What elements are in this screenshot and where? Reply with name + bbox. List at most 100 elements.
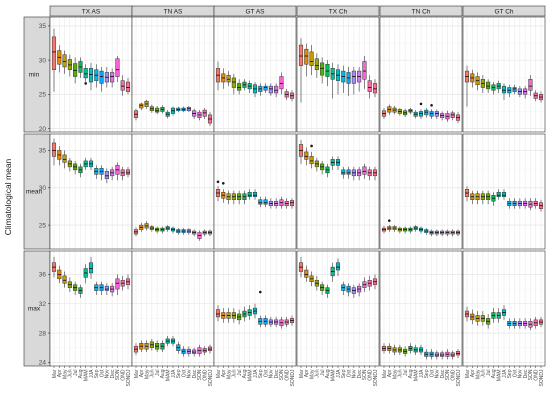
boxplot-Dec (357, 283, 362, 297)
x-tick-label: Jul (237, 370, 243, 376)
boxplot-JJA (88, 157, 94, 170)
x-tick-label: May (392, 369, 398, 379)
x-tick-label: OND (451, 369, 457, 381)
boxplot-Jul (403, 108, 408, 117)
boxplot-Jul (155, 226, 160, 234)
boxplot-Dec (192, 347, 197, 357)
x-tick-label: MAM (166, 370, 172, 382)
boxplot-Sep (94, 165, 99, 179)
boxplot-SON (362, 56, 367, 89)
boxplot-OND (533, 198, 538, 209)
box-iqr (304, 151, 309, 160)
box-iqr (125, 169, 131, 175)
y-tick-label: 25 (39, 92, 47, 99)
boxplot-May (62, 50, 67, 74)
x-tick-label: Jul (403, 370, 409, 376)
boxplot-JJA (88, 256, 94, 279)
boxplot-Jul (320, 281, 325, 295)
box-iqr (501, 191, 507, 197)
column-strip (296, 5, 380, 17)
x-tick-label: Apr (387, 369, 393, 377)
outlier-point (221, 181, 225, 185)
x-tick-label: SON (445, 369, 451, 380)
boxplot-JJA (335, 64, 341, 95)
panel-border (462, 133, 546, 250)
boxplot-Apr (139, 222, 144, 232)
boxplot-Aug (160, 105, 165, 114)
box-iqr (99, 70, 104, 84)
boxplot-Sep (258, 290, 263, 328)
x-tick-label: SONDJ (290, 369, 296, 386)
boxplot-JJA (418, 226, 424, 234)
boxplot-Sep (176, 228, 181, 235)
boxplot-May (475, 311, 480, 326)
boxplot-Dec (440, 229, 445, 237)
boxplot-May (226, 71, 231, 87)
box-iqr (115, 58, 120, 77)
x-tick-label: SON (362, 369, 368, 380)
x-tick-label: MAM (497, 370, 503, 382)
outlier-point (387, 219, 391, 222)
column-strip-label: GT Ch (494, 9, 513, 16)
boxplot-Nov (434, 229, 439, 237)
boxplot-SONDJ (538, 199, 544, 212)
boxplot-Dec (192, 229, 197, 237)
x-tick-label: Mar (134, 369, 140, 378)
boxplot-Nov (268, 198, 273, 209)
boxplot-May (144, 340, 149, 353)
boxplot-Sep (341, 65, 346, 93)
boxplot-OND (450, 110, 455, 121)
boxplot-Jul (486, 190, 491, 205)
box-iqr (501, 85, 507, 94)
boxplot-JJA (501, 189, 507, 200)
y-axis-title: Climatological mean (3, 158, 13, 235)
boxplot-SONDJ (125, 274, 131, 290)
x-tick-label: JJA (89, 369, 95, 378)
x-tick-label: Aug (325, 369, 331, 378)
x-tick-label: Dec (440, 369, 446, 378)
x-tick-label: SONDJ (373, 369, 379, 386)
boxplot-Jul (320, 160, 325, 175)
box-iqr (335, 262, 341, 271)
boxplot-SON (528, 318, 533, 331)
boxplot-Apr (57, 145, 62, 166)
boxplot-SON (362, 277, 367, 293)
x-tick-label: Jul (486, 370, 492, 376)
box-iqr (263, 199, 268, 205)
box-iqr (83, 68, 88, 79)
boxplot-Jul (403, 226, 408, 234)
y-tick-label: 28 (39, 330, 47, 337)
boxplot-Jun (231, 73, 236, 95)
boxplot-OND (202, 346, 207, 356)
boxplot-Dec (110, 166, 115, 181)
column-strip (462, 5, 546, 17)
box-iqr (258, 199, 263, 205)
boxplot-SON (279, 316, 284, 329)
y-tick-label: 30 (39, 185, 47, 192)
boxplot-SONDJ (207, 112, 213, 126)
boxplot-Oct (346, 166, 351, 179)
x-tick-label: Dec (192, 369, 198, 378)
boxplot-Jun (480, 190, 485, 205)
boxplot-MAM (165, 225, 170, 232)
boxplot-Apr (387, 343, 392, 354)
boxplot-Jul (73, 160, 78, 175)
x-tick-label: MAM (414, 370, 420, 382)
boxplot-MAM (247, 305, 252, 320)
boxplot-Dec (192, 108, 197, 119)
y-tick-label: 24 (39, 360, 47, 367)
boxplot-May (144, 99, 149, 109)
boxplot-MAM (330, 262, 335, 282)
boxplot-Jul (486, 313, 491, 329)
boxplot-Nov (186, 346, 191, 357)
boxplot-JJA (335, 258, 341, 276)
x-tick-label: SON (528, 369, 534, 380)
boxplot-OND (202, 108, 207, 119)
x-tick-label: May (309, 369, 315, 379)
boxplot-Jun (314, 157, 319, 172)
boxplot-Oct (512, 84, 517, 95)
y-tick-label: 25 (39, 222, 47, 229)
box-iqr (304, 269, 309, 278)
x-tick-label: Nov (269, 369, 275, 378)
boxplot-Mar (381, 108, 387, 119)
